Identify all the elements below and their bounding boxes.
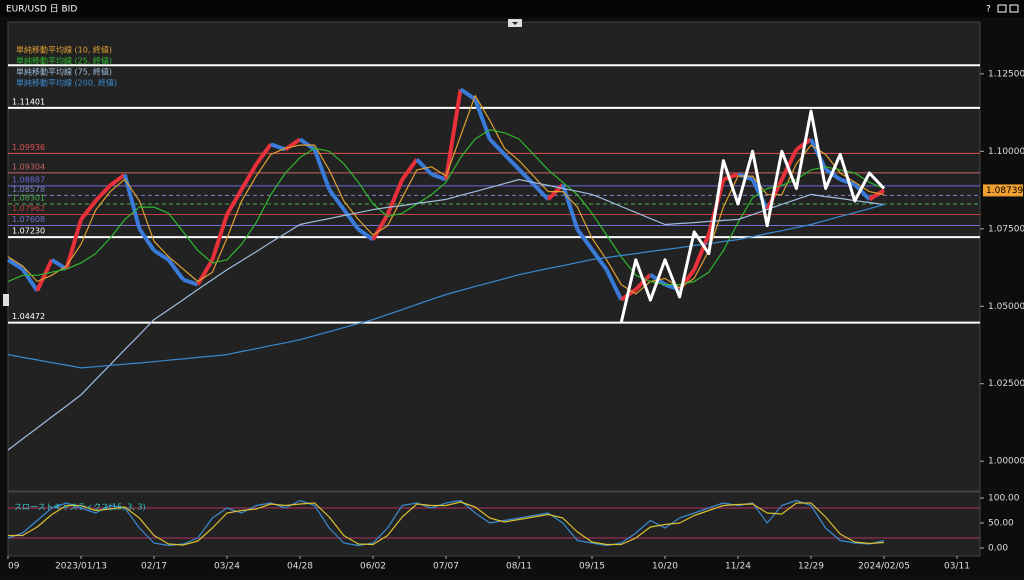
y-tick-label: 50.00	[988, 519, 1014, 529]
price-segment	[488, 137, 506, 156]
ma-line	[7, 129, 885, 286]
legend-entry: 単純移動平均線 (10, 終値)	[16, 45, 112, 55]
help-button[interactable]: ?	[986, 5, 991, 15]
price-segment	[20, 267, 39, 292]
price-segment	[780, 148, 799, 181]
price-segment	[239, 163, 258, 191]
price-segment	[6, 258, 24, 271]
legend-entry: 単純移動平均線 (200, 終値)	[16, 78, 117, 88]
price-segment	[94, 184, 112, 203]
series-line	[619, 109, 886, 324]
price-segment	[722, 172, 739, 182]
maximize-button[interactable]	[997, 4, 1007, 13]
x-tick-label: 2024/02/05	[858, 562, 910, 572]
price-segment	[254, 143, 273, 166]
y-tick-label: 1.00000	[988, 457, 1024, 467]
price-segment	[371, 213, 390, 241]
level-label: 1.11401	[12, 97, 45, 106]
x-tick-label: 06/02	[360, 562, 386, 572]
price-segment	[327, 188, 346, 211]
price-segment	[415, 157, 433, 176]
price-segment	[532, 183, 550, 201]
ma-line	[7, 178, 885, 451]
panel-title: スローストキャスティクス(15, 3, 3)	[14, 503, 146, 512]
price-segment	[298, 137, 316, 152]
price-segment	[430, 172, 447, 182]
price-segment	[312, 148, 332, 191]
level-label: 1.07230	[12, 227, 45, 236]
ma-line	[7, 204, 885, 369]
price-segment	[64, 218, 83, 270]
x-tick-label: 10/20	[652, 562, 678, 572]
price-segment	[604, 268, 623, 301]
x-tick-label: 07/07	[433, 562, 459, 572]
price-segment	[590, 248, 609, 271]
price-segment	[79, 199, 98, 221]
level-label: 1.04472	[12, 312, 45, 321]
price-segment	[400, 158, 419, 181]
y-tick-label: 1.05000	[988, 302, 1024, 312]
x-tick-label: 12/29	[798, 562, 824, 572]
price-segment	[692, 233, 711, 271]
price-segment	[166, 258, 185, 281]
series-line	[8, 501, 885, 546]
side-toggle[interactable]	[3, 294, 9, 306]
ma-line	[7, 95, 885, 295]
price-segment	[137, 227, 156, 252]
sub-plot	[7, 491, 981, 557]
x-tick-label: 04/28	[287, 562, 313, 572]
y-tick-label: 1.10000	[988, 147, 1024, 157]
x-tick-label: 2023/01/13	[55, 562, 107, 572]
price-segment	[152, 248, 170, 262]
price-segment	[444, 89, 463, 180]
level-label: 1.09304	[12, 162, 45, 171]
x-tick-label: 02/17	[141, 562, 167, 572]
price-segment	[459, 87, 477, 101]
price-tag	[983, 184, 1023, 197]
level-label: 1.08887	[12, 175, 45, 184]
price-segment	[342, 208, 361, 231]
window-title: EUR/USD 日 BID	[6, 4, 77, 15]
price-segment	[853, 183, 871, 201]
price-segment	[182, 277, 199, 287]
y-tick-label: 100.00	[988, 494, 1020, 504]
x-tick-label: 09/15	[579, 562, 605, 572]
x-tick-label: 03/11	[944, 562, 970, 572]
series-line	[7, 499, 885, 547]
price-segment	[385, 178, 405, 216]
price-tag-label: 1.08739	[986, 186, 1023, 196]
toggle-arrow	[512, 22, 518, 25]
x-tick-label: 09	[8, 562, 20, 572]
y-tick-label: 1.07500	[988, 224, 1024, 234]
price-segment	[357, 227, 375, 242]
price-segment	[502, 153, 521, 171]
price-segment	[109, 172, 126, 188]
price-segment	[35, 258, 54, 292]
x-tick-label: 03/24	[214, 562, 240, 572]
restore-button[interactable]	[1009, 4, 1019, 13]
price-segment	[560, 183, 580, 231]
y-tick-label: 1.02500	[988, 379, 1024, 389]
price-segment	[473, 98, 492, 140]
price-segment	[868, 188, 886, 202]
price-segment	[225, 188, 244, 216]
y-tick-label: 0.00	[988, 544, 1008, 554]
level-label: 1.08301	[12, 193, 45, 202]
price-segment	[210, 213, 229, 261]
main-plot	[7, 21, 981, 492]
price-segment	[575, 228, 594, 251]
legend-entry: 単純移動平均線 (75, 終値)	[16, 67, 112, 77]
y-tick-label: 1.12500	[988, 69, 1024, 79]
level-label: 1.07962	[12, 204, 45, 213]
x-tick-label: 08/11	[506, 562, 532, 572]
level-label: 1.08578	[12, 185, 45, 194]
level-label: 1.09936	[12, 143, 45, 152]
x-tick-label: 11/24	[725, 562, 751, 572]
level-label: 1.07608	[12, 215, 45, 224]
title-bar	[0, 0, 1024, 17]
chart-layer: 1.00000 1.02500 1.05000 1.07500 1.10000 1.125…	[6, 45, 1024, 572]
legend-entry: 単純移動平均線 (25, 終値)	[16, 56, 112, 66]
